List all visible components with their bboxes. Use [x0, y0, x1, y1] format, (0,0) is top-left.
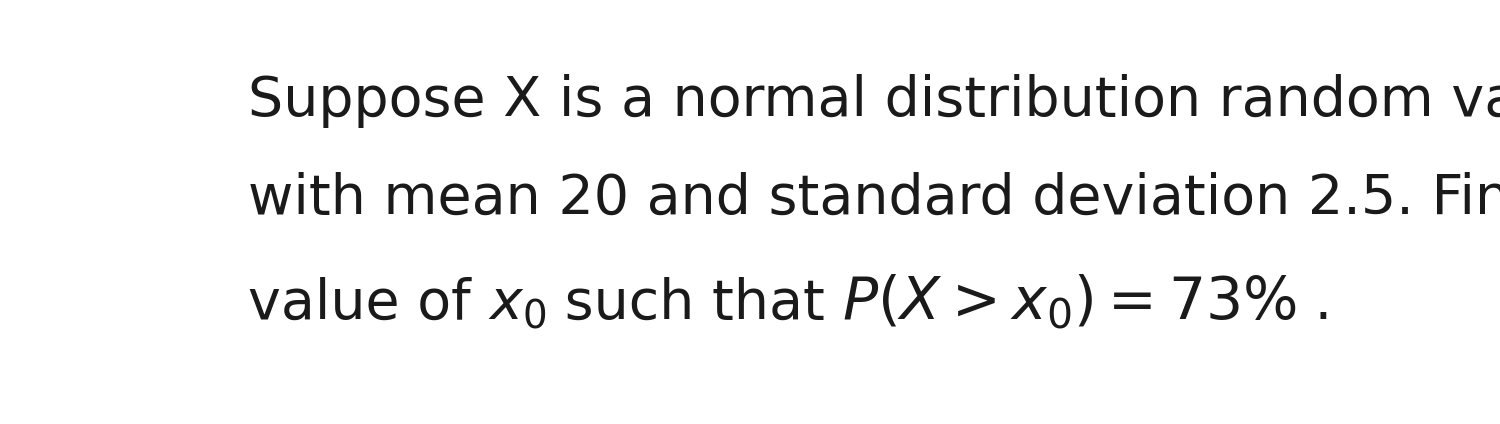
- Text: with mean 20 and standard deviation 2.5. Find a: with mean 20 and standard deviation 2.5.…: [248, 172, 1500, 226]
- Text: $x_0$: $x_0$: [488, 276, 546, 331]
- Text: Suppose X is a normal distribution random variable: Suppose X is a normal distribution rando…: [248, 74, 1500, 128]
- Text: such that: such that: [546, 276, 842, 331]
- Text: value of: value of: [248, 276, 488, 331]
- Text: $P(X > x_0) = 73\%$: $P(X > x_0) = 73\%$: [842, 272, 1298, 331]
- Text: .: .: [1298, 276, 1332, 331]
